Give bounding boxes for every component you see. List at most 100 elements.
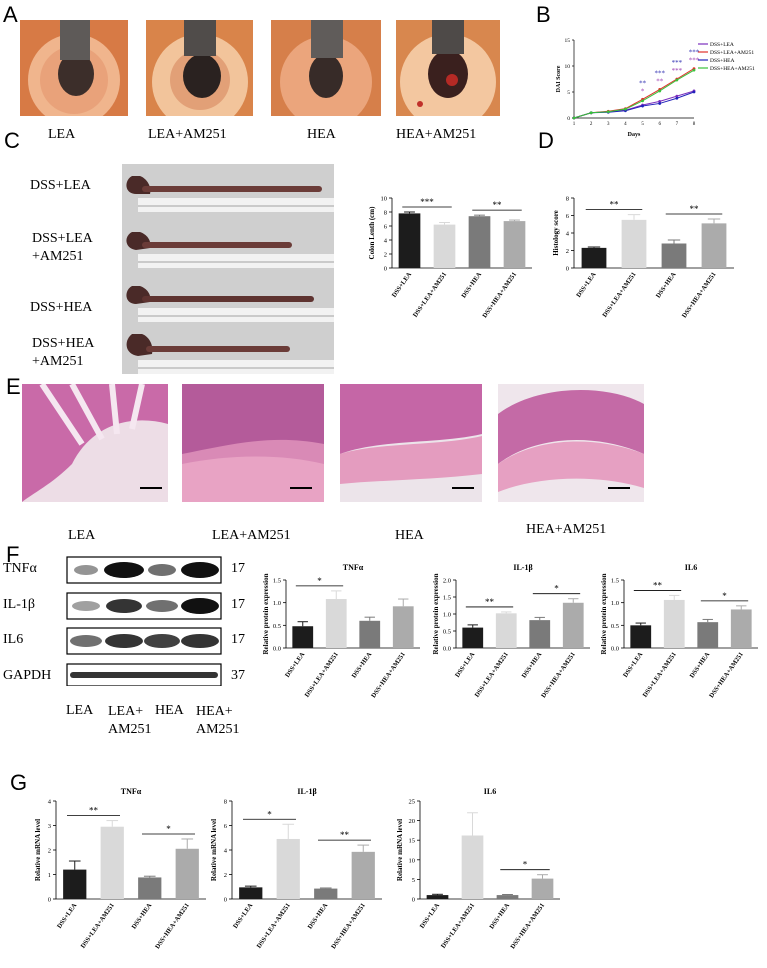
x-tick-label: DSS+HEA [351, 651, 374, 680]
y-tick-label: 0 [566, 266, 569, 273]
data-point [658, 99, 662, 103]
x-tick-label: DSS+LEA [575, 271, 598, 299]
x-tick-label: DSS+HEA [131, 902, 154, 931]
x-tick-label: DSS+HEA [307, 902, 330, 931]
bar [314, 888, 338, 899]
chart-title: TNFα [121, 787, 142, 796]
bar [503, 221, 526, 268]
blot-label-il6: IL6 [3, 632, 24, 647]
y-tick-label: 0.0 [611, 646, 619, 653]
y-tick-label: 5 [412, 877, 415, 884]
y-tick-label: 4 [224, 848, 228, 855]
chart-g-tnfa: TNFα 0 1 2 3 4 Relative mRNA level DSS+LEA DSS+L… [34, 787, 206, 950]
bar [630, 625, 652, 648]
data-point [572, 116, 576, 120]
x-tick-label: DSS+LEA+AM251 [474, 651, 510, 699]
significance-label: ** [610, 200, 620, 210]
y-axis-label: Relative mRNA level [210, 819, 218, 881]
label-c-dss-lea-am251: DSS+LEA +AM251 [32, 231, 93, 264]
y-tick-label: 0.0 [273, 646, 281, 653]
y-tick-label: 1.0 [611, 600, 619, 607]
legend-label: DSS+HEA+AM251 [710, 66, 755, 72]
x-tick-label: DSS+LEA [56, 902, 79, 930]
y-axis-label: Relative mRNA level [34, 819, 42, 881]
x-tick-label: DSS+LEA+AM251 [304, 651, 340, 699]
significance-label: ** [690, 204, 700, 214]
bar [461, 835, 484, 899]
y-tick-label: 4 [48, 799, 52, 806]
data-point [658, 102, 662, 105]
panel-label-c: C [4, 128, 20, 153]
blot-kda-il6: 17 [231, 632, 245, 647]
panel-label-d: D [538, 128, 554, 153]
western-blot [66, 556, 222, 686]
y-axis-label: Relative protein expression [600, 573, 608, 654]
label-e-hea: HEA [395, 528, 424, 543]
x-tick-label: 6 [658, 122, 661, 127]
x-tick-label: DSS+LEA+AM251 [440, 902, 476, 950]
significance-label: ** [653, 580, 663, 590]
data-point [641, 104, 644, 108]
histology-hea-am251 [498, 384, 644, 502]
chart-title: IL6 [685, 563, 697, 572]
y-axis-label: Histology score [552, 210, 560, 256]
lane-label-lea-am251: LEA+ AM251 [108, 704, 152, 737]
y-tick-label: 1.5 [273, 578, 281, 585]
y-tick-label: 1 [48, 872, 51, 879]
legend-label: DSS+LEA [710, 42, 734, 48]
series-line [573, 69, 695, 119]
y-tick-label: 20 [409, 818, 416, 825]
bar [175, 848, 199, 899]
data-point [624, 107, 627, 111]
x-tick-label: DSS+LEA+AM251 [642, 651, 678, 699]
bar [462, 627, 484, 648]
data-point [606, 110, 610, 114]
x-tick-label: DSS+HEA+AM251 [481, 271, 518, 319]
x-tick-label: 2 [590, 122, 593, 127]
x-tick-label: DSS+HEA+AM251 [330, 902, 367, 950]
y-axis-label: Relative protein expression [262, 573, 270, 654]
significance-label: *** [654, 69, 665, 77]
y-axis-label: Relative protein expression [432, 573, 440, 654]
y-tick-label: 10 [381, 196, 388, 203]
y-tick-label: 3 [48, 823, 51, 830]
y-axis-label: Relative mRNA level [396, 819, 404, 881]
legend-label: DSS+HEA [710, 58, 735, 64]
label-c-dss-lea: DSS+LEA [30, 178, 91, 193]
y-tick-label: 0.5 [443, 629, 451, 636]
x-tick-label: DSS+LEA [391, 271, 414, 299]
label-a-hea: HEA [307, 127, 336, 142]
y-tick-label: 10 [409, 857, 416, 864]
label-c-dss-hea-am251: DSS+HEA +AM251 [32, 336, 95, 369]
bar [359, 620, 381, 648]
label-a-hea-am251: HEA+AM251 [396, 127, 477, 142]
significance-label: *** [420, 197, 434, 207]
significance-label: *** [672, 59, 683, 67]
bar [529, 620, 551, 648]
data-point [675, 78, 679, 82]
y-tick-label: 0 [224, 897, 227, 904]
significance-label: * [166, 824, 171, 834]
bar [495, 613, 517, 648]
significance-label: * [641, 87, 645, 95]
y-tick-label: 2.0 [443, 578, 451, 585]
x-axis-label: Days [628, 132, 641, 138]
label-e-lea: LEA [68, 528, 96, 543]
significance-label: ** [639, 79, 647, 87]
y-tick-label: 0.5 [611, 623, 619, 630]
y-tick-label: 2 [224, 872, 227, 879]
panel-label-g: G [10, 770, 28, 795]
data-point [589, 111, 593, 115]
bar [701, 223, 727, 268]
x-tick-label: DSS+HEA [689, 651, 712, 680]
bar [433, 224, 456, 268]
ruler-1 [138, 198, 334, 212]
x-tick-label: 5 [641, 122, 644, 127]
x-tick-label: DSS+LEA [622, 651, 645, 679]
chart-title: TNFα [343, 563, 364, 572]
y-tick-label: 1.0 [273, 600, 281, 607]
bar [63, 869, 87, 899]
significance-label: *** [672, 67, 683, 75]
